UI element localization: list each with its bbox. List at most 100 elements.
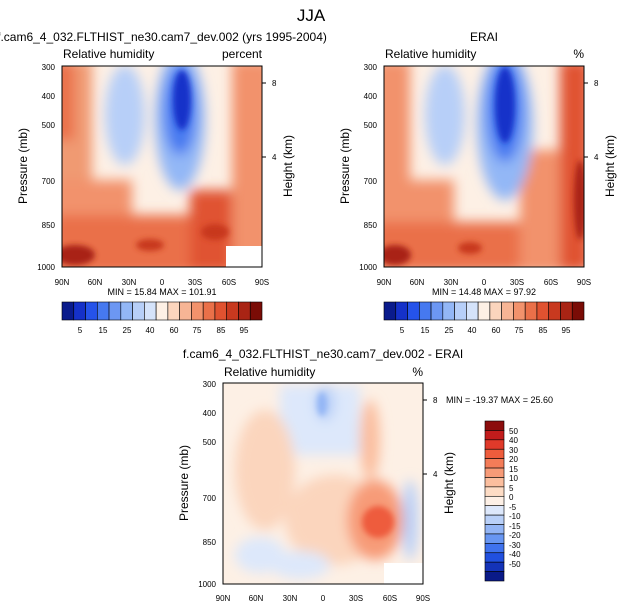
colorbar-cell xyxy=(395,301,408,321)
x-tick-label: 30N xyxy=(283,594,298,603)
colorbar-cell xyxy=(454,301,467,321)
y-ticks-left: 300 400 500 700 850 1000 xyxy=(37,63,55,272)
colorbar-tick-label: 15 xyxy=(421,326,430,335)
colorbar-tick-label: 5 xyxy=(78,326,83,335)
colorbar-cell xyxy=(548,301,561,321)
y-right-tick-label: 8 xyxy=(272,79,277,88)
colorbar-tick-label: 50 xyxy=(509,427,518,436)
colorbar-cell xyxy=(489,301,502,321)
panel-title: f.cam6_4_032.FLTHIST_ne30.cam7_dev.002 (… xyxy=(0,30,327,44)
y-axis-label: Pressure (mb) xyxy=(177,445,191,521)
colorbar-cell xyxy=(524,301,538,321)
y-ticks-right: 8 4 xyxy=(262,79,277,162)
colorbar: 50 40 30 20 15 10 5 0 -5 -10 -15 -20 -30… xyxy=(484,420,521,582)
x-ticks: 90N 60N 30N 0 30S 60S 90S xyxy=(377,278,591,287)
colorbar-cell xyxy=(560,301,573,321)
colorbar-cell xyxy=(144,301,157,321)
colorbar-cell xyxy=(96,301,110,321)
colorbar-cell xyxy=(155,301,169,321)
colorbar-tick-label: 40 xyxy=(468,326,477,335)
colorbar-tick-label: 75 xyxy=(515,326,524,335)
y-right-tick-label: 8 xyxy=(594,79,599,88)
stats-label: MIN = 14.48 MAX = 97.92 xyxy=(432,287,536,297)
colorbar-cell xyxy=(484,524,505,535)
y-ticks-right: 8 4 xyxy=(584,79,599,162)
colorbar-tick-label: -10 xyxy=(509,512,521,521)
y-tick-label: 850 xyxy=(42,221,56,230)
colorbar-tick-label: -40 xyxy=(509,550,521,559)
colorbar-cell xyxy=(61,301,75,321)
x-tick-label: 30N xyxy=(122,278,137,287)
colorbar-cell xyxy=(407,301,420,321)
y-tick-label: 700 xyxy=(42,177,56,186)
heatmap-field xyxy=(384,66,584,267)
colorbar-cell xyxy=(179,301,192,321)
y-tick-label: 500 xyxy=(203,438,217,447)
y-tick-label: 300 xyxy=(364,63,378,72)
x-tick-label: 90S xyxy=(416,594,430,603)
colorbar-cell xyxy=(442,301,455,321)
variable-label: Relative humidity xyxy=(63,47,154,61)
x-tick-label: 30S xyxy=(349,594,363,603)
colorbar-cell xyxy=(484,533,505,544)
colorbar-cell xyxy=(477,301,491,321)
colorbar-cell xyxy=(484,467,505,478)
y-tick-label: 300 xyxy=(203,380,217,389)
x-tick-label: 90N xyxy=(55,278,70,287)
colorbar-tick-label: 95 xyxy=(562,326,571,335)
x-tick-label: 90N xyxy=(216,594,231,603)
colorbar-tick-label: -5 xyxy=(509,503,517,512)
x-tick-label: 30S xyxy=(188,278,202,287)
colorbar-tick-label: -30 xyxy=(509,541,521,550)
x-ticks: 90N 60N 30N 0 30S 60S 90S xyxy=(55,278,269,287)
y-ticks-left: 300 400 500 700 850 1000 xyxy=(359,63,377,272)
colorbar-tick-label: 25 xyxy=(445,326,454,335)
x-tick-label: 0 xyxy=(482,278,487,287)
x-tick-label: 0 xyxy=(321,594,326,603)
variable-label: Relative humidity xyxy=(224,365,315,379)
variable-label: Relative humidity xyxy=(385,47,476,61)
y-tick-label: 500 xyxy=(364,121,378,130)
x-tick-label: 60S xyxy=(383,594,397,603)
y-tick-label: 850 xyxy=(203,538,217,547)
colorbar-cell xyxy=(383,301,397,321)
colorbar-cell xyxy=(238,301,251,321)
y-tick-label: 400 xyxy=(364,92,378,101)
y-axis-label-right: Height (km) xyxy=(442,452,456,514)
colorbar-cell xyxy=(132,301,145,321)
units-label: percent xyxy=(222,47,263,61)
colorbar-cell xyxy=(536,301,550,321)
panel-difference: f.cam6_4_032.FLTHIST_ne30.cam7_dev.002 -… xyxy=(177,347,553,603)
panel-title: ERAI xyxy=(470,30,498,44)
colorbar-cell xyxy=(484,552,505,563)
colorbar-tick-label: 40 xyxy=(509,436,518,445)
panel-erai: ERAI Relative humidity % xyxy=(338,30,617,335)
colorbar-cell xyxy=(191,301,204,321)
stats-label: MIN = 15.84 MAX = 101.91 xyxy=(107,287,216,297)
colorbar-cell xyxy=(167,301,180,321)
x-tick-label: 60S xyxy=(544,278,558,287)
colorbar: 5 15 25 40 60 75 85 95 xyxy=(383,301,585,335)
colorbar-cell xyxy=(249,301,263,321)
colorbar-tick-label: 15 xyxy=(99,326,108,335)
colorbar-cell xyxy=(513,301,526,321)
colorbar-cell xyxy=(484,505,505,516)
y-right-tick-label: 4 xyxy=(272,153,277,162)
y-right-tick-label: 8 xyxy=(433,396,438,405)
colorbar-tick-label: 95 xyxy=(240,326,249,335)
colorbar-cell xyxy=(202,301,216,321)
colorbar: 5 15 25 40 60 75 85 95 xyxy=(61,301,263,335)
y-axis-label: Pressure (mb) xyxy=(338,128,352,204)
colorbar-cell xyxy=(85,301,98,321)
units-label: % xyxy=(573,47,584,61)
colorbar-cell xyxy=(484,439,505,450)
colorbar-cell xyxy=(73,301,86,321)
colorbar-cell xyxy=(484,420,505,431)
y-tick-label: 850 xyxy=(364,221,378,230)
colorbar-tick-label: 60 xyxy=(170,326,179,335)
colorbar-cell xyxy=(484,430,505,441)
colorbar-tick-label: 10 xyxy=(509,474,518,483)
y-tick-label: 300 xyxy=(42,63,56,72)
y-tick-label: 400 xyxy=(42,92,56,101)
